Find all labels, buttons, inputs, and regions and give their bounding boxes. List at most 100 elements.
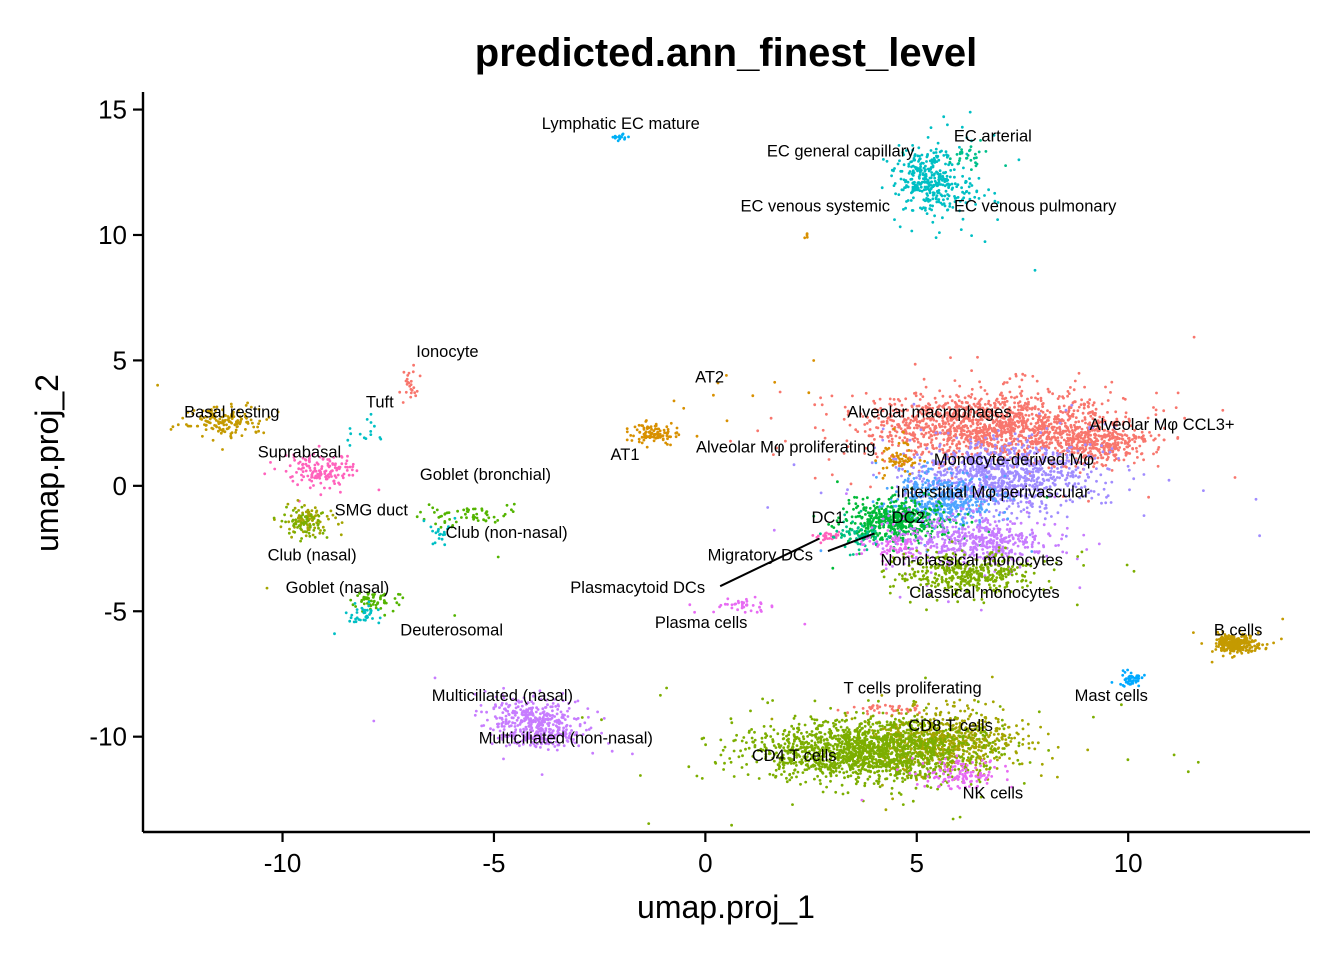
data-point <box>935 579 938 583</box>
data-point <box>1008 431 1012 435</box>
data-point <box>953 379 957 382</box>
data-point <box>941 394 945 398</box>
data-point <box>933 433 936 437</box>
data-point <box>928 507 932 511</box>
data-point <box>1127 417 1131 421</box>
data-point <box>966 438 970 442</box>
data-point <box>980 470 984 474</box>
data-point <box>821 428 825 432</box>
data-point <box>876 408 880 412</box>
data-point <box>1013 401 1016 405</box>
data-point <box>1006 523 1009 526</box>
data-point <box>1037 424 1041 427</box>
data-point <box>913 439 916 443</box>
data-point <box>954 428 957 432</box>
data-point <box>868 539 872 543</box>
data-point <box>881 547 885 550</box>
data-point <box>1018 477 1021 481</box>
data-point <box>924 412 928 416</box>
data-point <box>1031 374 1035 378</box>
data-point <box>997 424 1001 428</box>
data-point <box>836 480 839 484</box>
data-point <box>1131 447 1134 450</box>
data-point <box>1026 545 1030 549</box>
data-point <box>1046 473 1050 477</box>
cluster-points-0 <box>729 335 1225 508</box>
data-point <box>863 423 867 426</box>
data-point <box>979 446 983 449</box>
data-point <box>1002 424 1005 428</box>
data-point <box>1021 372 1025 376</box>
data-point <box>906 479 910 483</box>
data-point <box>887 439 891 443</box>
data-point <box>941 416 944 420</box>
data-point <box>979 537 982 540</box>
data-point <box>1183 416 1186 420</box>
data-point <box>1011 446 1015 450</box>
data-point <box>922 709 926 712</box>
data-point <box>928 520 932 524</box>
data-point <box>991 573 994 577</box>
data-point <box>912 466 915 469</box>
data-point <box>917 470 921 474</box>
data-point <box>1022 508 1026 511</box>
data-point <box>916 453 919 456</box>
data-point <box>784 439 787 443</box>
data-point <box>979 503 982 507</box>
data-point <box>898 464 901 468</box>
data-point <box>960 578 964 582</box>
data-point <box>955 530 959 534</box>
data-point <box>972 528 975 532</box>
data-point <box>937 522 941 525</box>
data-point <box>1043 427 1046 431</box>
data-point <box>929 433 933 437</box>
data-point <box>892 398 896 401</box>
data-point <box>923 426 927 429</box>
data-point <box>1061 450 1065 453</box>
data-point <box>891 409 895 412</box>
data-point <box>730 606 734 610</box>
data-point <box>864 446 868 450</box>
data-point <box>770 605 774 609</box>
data-point <box>745 603 749 607</box>
data-point <box>911 431 915 435</box>
data-point <box>905 421 908 425</box>
data-point <box>1017 450 1021 453</box>
data-point <box>974 534 978 538</box>
data-point <box>1010 737 1013 740</box>
data-point <box>948 395 952 399</box>
data-point <box>1003 444 1007 448</box>
data-point <box>749 609 753 613</box>
data-point <box>914 391 918 395</box>
data-point <box>826 537 830 540</box>
data-point <box>908 421 912 425</box>
data-point <box>931 524 934 528</box>
data-point <box>993 520 997 524</box>
data-point <box>1023 448 1026 452</box>
data-point <box>950 399 954 403</box>
data-point <box>898 572 901 576</box>
data-point <box>916 437 919 441</box>
data-point <box>919 474 923 478</box>
data-point <box>941 523 944 527</box>
data-point <box>1108 434 1111 438</box>
data-point <box>1010 511 1014 515</box>
data-point <box>998 393 1002 397</box>
data-point <box>1027 470 1031 473</box>
data-point <box>926 515 930 519</box>
data-point <box>885 532 888 536</box>
data-point <box>1035 413 1038 417</box>
data-point <box>1015 414 1019 418</box>
data-point <box>936 535 940 538</box>
data-point <box>1028 533 1032 537</box>
data-point <box>1042 423 1046 427</box>
data-point <box>1091 403 1095 407</box>
data-point <box>893 402 897 406</box>
data-point <box>1003 510 1007 514</box>
data-point <box>955 404 958 408</box>
data-point <box>1022 436 1025 439</box>
data-point <box>851 394 854 398</box>
data-point <box>1061 474 1064 477</box>
data-point <box>1099 453 1103 457</box>
data-point <box>1080 398 1083 402</box>
